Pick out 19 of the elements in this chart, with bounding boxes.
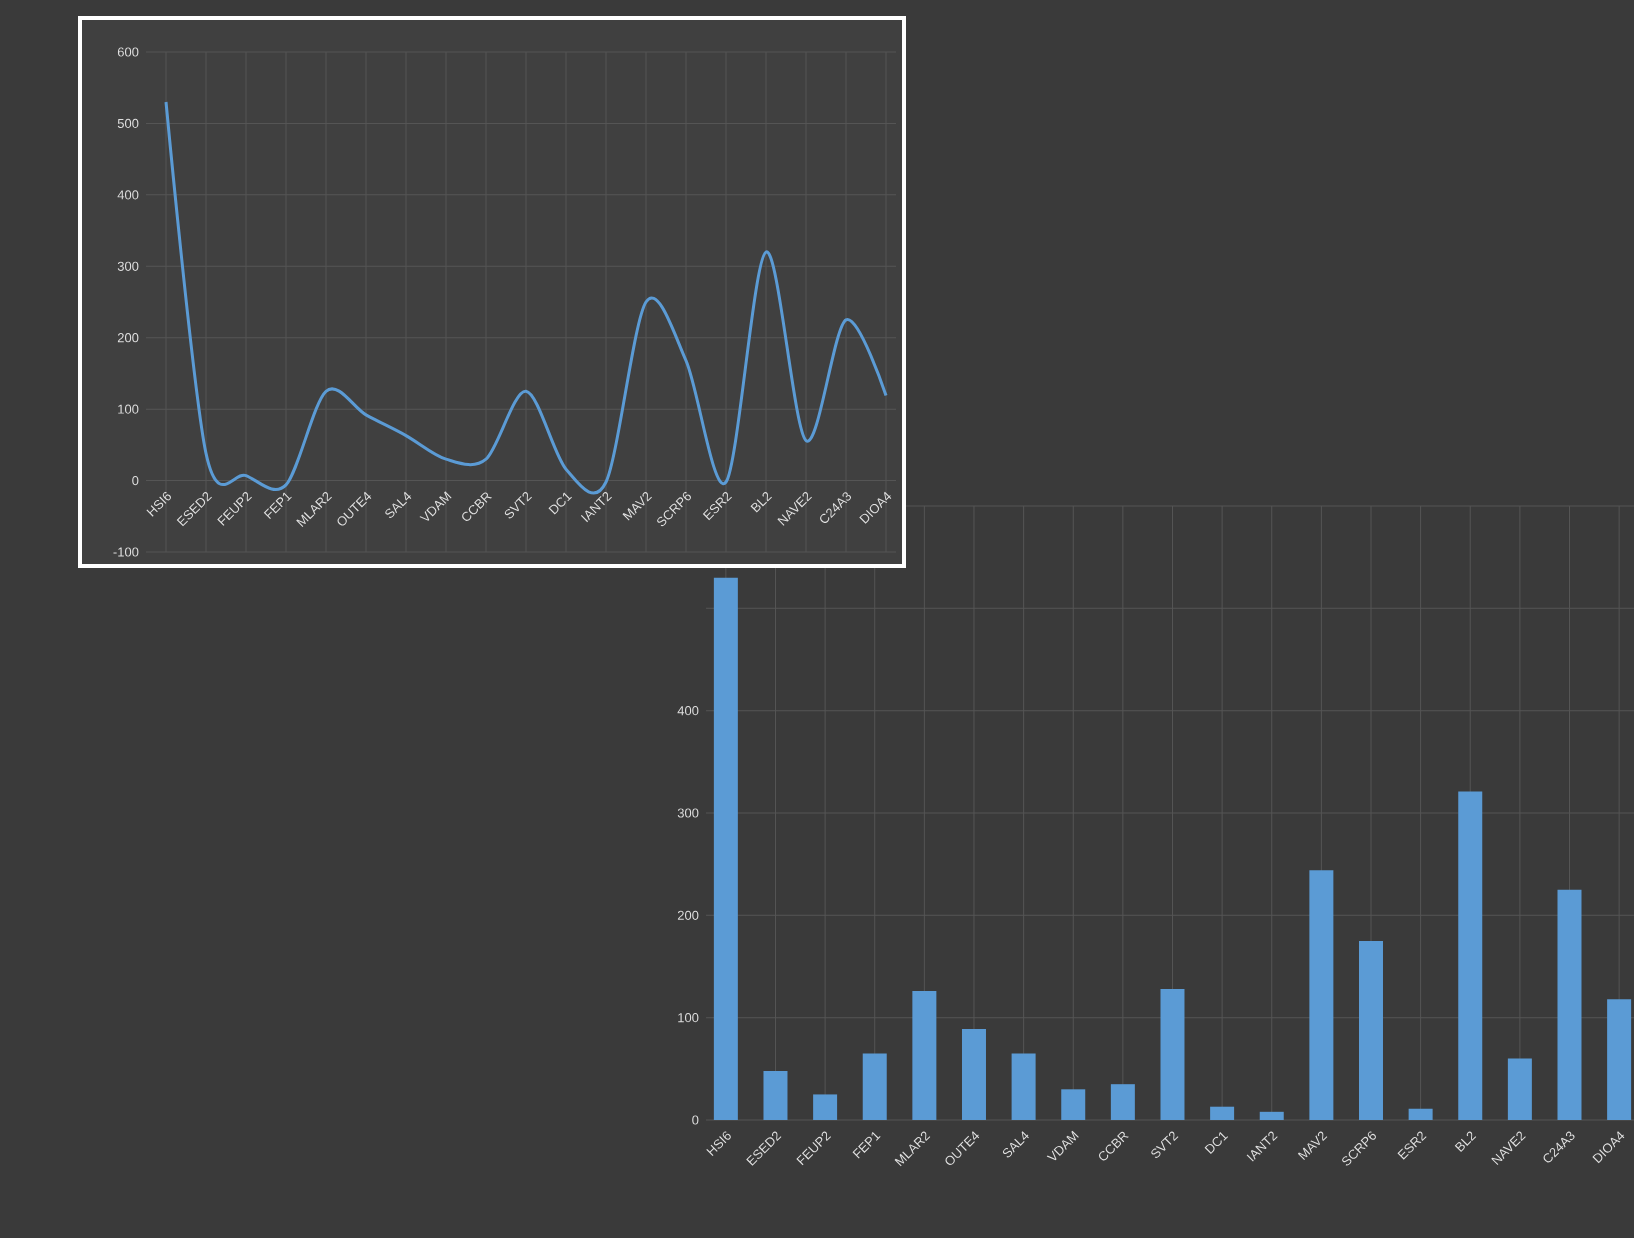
- bar: [763, 1070, 788, 1120]
- bar: [1607, 999, 1632, 1120]
- bar: [1458, 791, 1483, 1120]
- bar: [1358, 940, 1383, 1120]
- bar: [961, 1028, 986, 1120]
- bar: [1557, 889, 1582, 1120]
- bar: [1011, 1053, 1036, 1120]
- bar: [1259, 1111, 1284, 1120]
- bar: [1408, 1108, 1433, 1120]
- bar: [713, 577, 738, 1120]
- bar: [1061, 1089, 1086, 1120]
- bar: [862, 1053, 887, 1120]
- bar: [912, 991, 937, 1120]
- bar: [1210, 1106, 1235, 1120]
- bar: [1160, 989, 1185, 1120]
- bar: [813, 1094, 838, 1120]
- bar: [1309, 870, 1334, 1120]
- bar: [1110, 1084, 1135, 1120]
- bar: [1507, 1058, 1532, 1120]
